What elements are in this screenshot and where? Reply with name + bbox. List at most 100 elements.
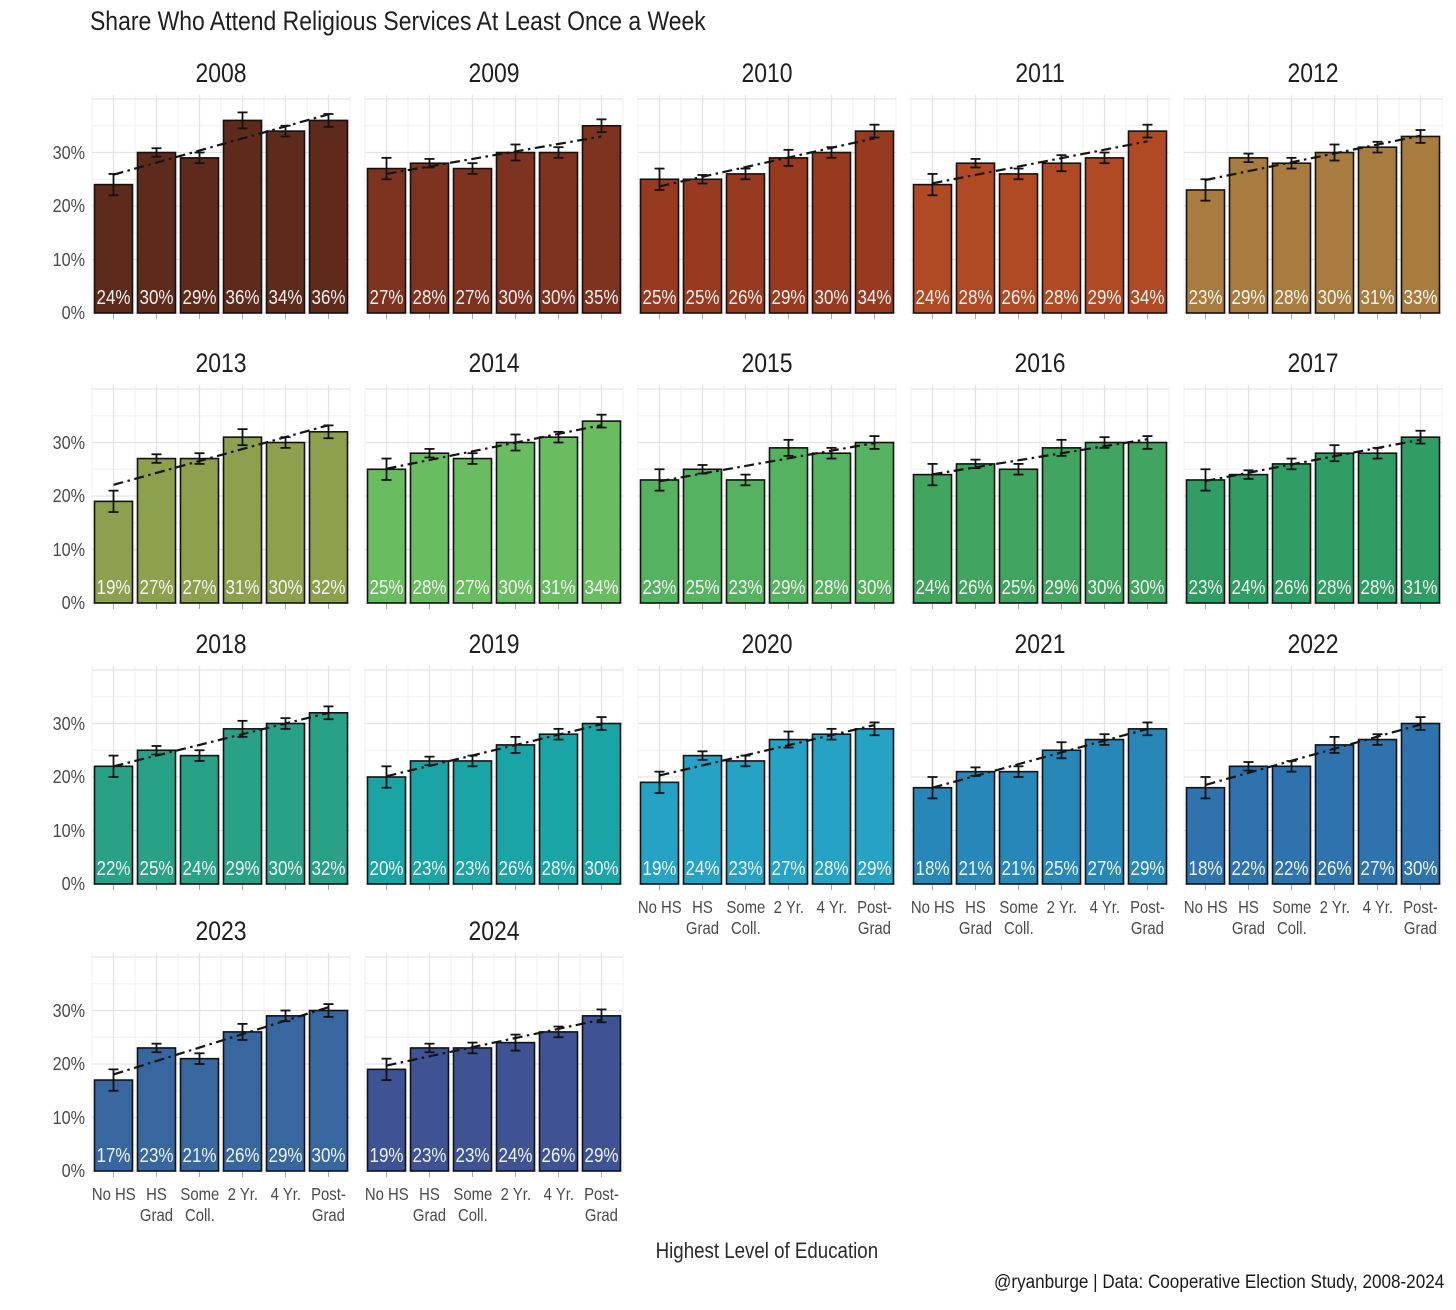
- error-bar: [1329, 444, 1340, 463]
- bar: [538, 733, 579, 885]
- bar: [1127, 130, 1168, 314]
- bar-label: 30%: [1088, 577, 1122, 599]
- facet-title: 2023: [92, 916, 350, 947]
- bar-label: 21%: [183, 1145, 217, 1167]
- bar: [854, 441, 895, 604]
- facet-panel: 17% 23% 21% 26% 29% 30%: [91, 953, 351, 1177]
- bar: [1127, 441, 1168, 604]
- bar: [136, 749, 177, 885]
- x-tick-label: HS Grad: [1231, 897, 1266, 938]
- bar: [811, 733, 852, 885]
- bar: [366, 167, 407, 314]
- bar: [1084, 157, 1125, 314]
- facet-title-text: 2009: [468, 58, 520, 88]
- x-tick-label: 2 Yr.: [1046, 897, 1077, 917]
- bar: [1400, 436, 1441, 604]
- bar-label: 21%: [1002, 858, 1036, 880]
- bar: [452, 1047, 493, 1172]
- error-bar: [1013, 765, 1024, 778]
- bar-label: 29%: [1045, 577, 1079, 599]
- error-bar: [1329, 735, 1340, 754]
- x-tick-label: Post- Grad: [1403, 897, 1438, 938]
- facet-title-text: 2012: [1287, 58, 1339, 88]
- x-tick-label: Some Coll.: [453, 1184, 492, 1225]
- error-bar: [1200, 776, 1211, 800]
- y-tick-label: 20%: [52, 196, 85, 216]
- facet-title-text: 2019: [468, 629, 520, 659]
- y-tick-label: 10%: [52, 249, 85, 270]
- error-bar: [237, 111, 248, 130]
- error-bar: [194, 749, 205, 762]
- bar-label: 17%: [97, 1145, 131, 1167]
- error-bar: [1243, 761, 1254, 772]
- error-bar: [381, 1057, 392, 1081]
- bar: [308, 1009, 349, 1172]
- x-tick-label: No HS: [364, 1184, 409, 1204]
- y-tick-label: 0%: [61, 303, 85, 323]
- bar-label: 22%: [1275, 858, 1309, 880]
- bar: [136, 457, 177, 604]
- facet-title-text: 2011: [1015, 58, 1065, 88]
- error-bar: [194, 452, 205, 465]
- y-tick-label: 20%: [52, 1054, 85, 1074]
- bar: [1041, 447, 1082, 604]
- error-bar: [323, 1003, 334, 1018]
- bar-label: 29%: [585, 1145, 619, 1167]
- error-bar: [151, 147, 162, 158]
- facet-title: 2024: [365, 916, 623, 947]
- bar-label: 21%: [959, 858, 993, 880]
- bar-label: 22%: [97, 858, 131, 880]
- bar-label: 28%: [1318, 577, 1352, 599]
- bar-label: 25%: [1002, 577, 1036, 599]
- trend-line: [932, 438, 1148, 476]
- trend-line: [113, 113, 329, 176]
- bar: [308, 431, 349, 604]
- bar-label: 30%: [269, 858, 303, 880]
- bar: [222, 436, 263, 604]
- facet-panel: 27% 28% 27% 30% 30% 35%: [364, 95, 624, 319]
- facet-panel: 23% 29% 28% 30% 31% 33%: [1183, 95, 1443, 319]
- bar: [1314, 744, 1355, 885]
- trend-line: [113, 424, 329, 486]
- bar: [998, 770, 1039, 885]
- error-bar: [927, 463, 938, 487]
- bar-label: 30%: [1131, 577, 1165, 599]
- error-bar: [740, 167, 751, 181]
- error-bar: [1415, 716, 1426, 731]
- bar-label: 26%: [959, 577, 993, 599]
- facet-2013: 2013 19% 27% 27% 31% 30% 32% 0% 10% 20% 30%: [53, 348, 351, 613]
- bar-label: 18%: [916, 858, 950, 880]
- x-tick-label: Post- Grad: [857, 897, 892, 938]
- bar-label: 34%: [269, 287, 303, 309]
- bar: [768, 157, 809, 314]
- facet-2016: 2016 24% 26% 25% 29% 30% 30%: [910, 348, 1170, 609]
- bar-label: 30%: [1404, 858, 1438, 880]
- error-bar: [381, 156, 392, 181]
- facet-panel: 20% 23% 23% 26% 28% 30%: [364, 666, 624, 890]
- facet-title: 2013: [92, 348, 350, 379]
- facet-panel: 24% 28% 26% 28% 29% 34%: [910, 95, 1170, 319]
- facet-panel: 23% 24% 26% 28% 28% 31%: [1183, 385, 1443, 609]
- bar-label: 31%: [1361, 287, 1395, 309]
- x-tick-label: 2 Yr.: [500, 1184, 531, 1204]
- error-bar: [1142, 435, 1153, 450]
- x-tick-label: HS Grad: [412, 1184, 447, 1225]
- bar: [912, 786, 953, 885]
- bar: [854, 130, 895, 314]
- error-bar: [927, 173, 938, 197]
- facet-panel: 19% 24% 23% 27% 28% 29%: [637, 666, 897, 890]
- bar-label: 29%: [772, 577, 806, 599]
- bar-label: 30%: [312, 1145, 346, 1167]
- facet-panel: 18% 21% 21% 25% 27% 29%: [910, 666, 1170, 890]
- bar: [955, 770, 996, 885]
- bar: [1185, 786, 1226, 885]
- bar-label: 24%: [499, 1145, 533, 1167]
- facet-2015: 2015 23% 25% 23% 29% 28% 30%: [637, 348, 897, 609]
- bar-label: 23%: [413, 858, 447, 880]
- bar: [1357, 452, 1398, 604]
- bar-label: 30%: [269, 577, 303, 599]
- facet-title: 2012: [1184, 58, 1442, 89]
- bar-label: 24%: [183, 858, 217, 880]
- bar-label: 23%: [413, 1145, 447, 1167]
- trend-line: [113, 711, 329, 768]
